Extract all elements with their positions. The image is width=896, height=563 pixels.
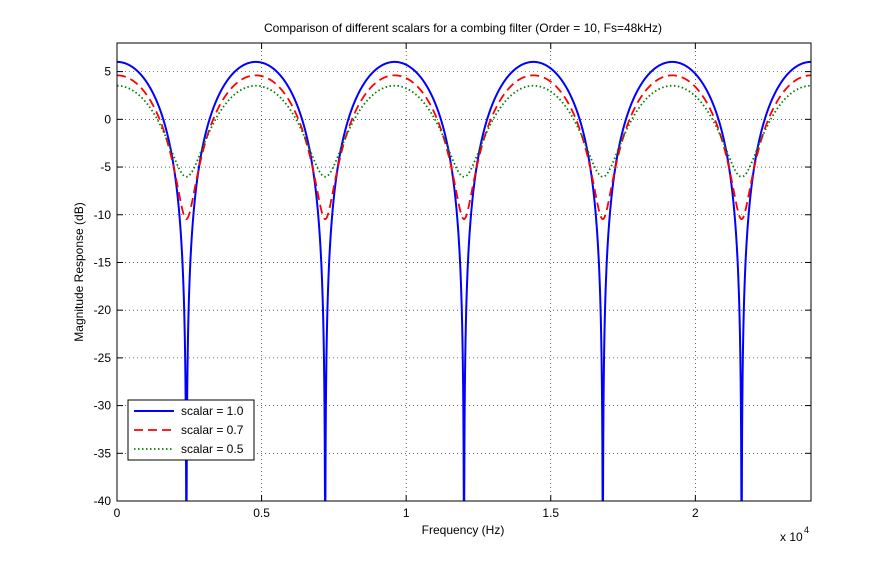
series-layer: [117, 60, 811, 501]
y-tick-label: -10: [94, 208, 112, 222]
y-tick-label: -40: [94, 494, 112, 508]
plot-frame: [116, 42, 812, 502]
chart-title: Comparison of different scalars for a co…: [264, 21, 662, 35]
x-tick-label: 1: [403, 506, 410, 520]
series-line-1: [117, 60, 811, 501]
legend-label-2: scalar = 0.7: [181, 423, 244, 437]
y-tick-label: -30: [94, 399, 112, 413]
grid-lines: [117, 43, 811, 501]
axis-ticks: 0 0.5 1 1.5 2 5 0 -5 -10 -15 -20 -25 -30 -35 -40: [94, 43, 811, 520]
legend: scalar = 1.0 scalar = 0.7 scalar = 0.5: [127, 399, 255, 461]
series-line-3: [117, 84, 811, 178]
y-tick-label: 5: [104, 65, 111, 79]
x-tick-label: 2: [692, 506, 699, 520]
y-tick-label: -35: [94, 446, 112, 460]
x-multiplier-text: x 10: [780, 530, 803, 544]
x-tick-label: 0: [114, 506, 121, 520]
x-multiplier-exponent: 4: [804, 525, 809, 535]
x-axis-multiplier: x 10 4: [780, 525, 809, 544]
x-tick-label: 1.5: [542, 506, 559, 520]
x-tick-label: 0.5: [253, 506, 270, 520]
legend-label-1: scalar = 1.0: [181, 404, 244, 418]
plot-area: 0 0.5 1 1.5 2 5 0 -5 -10 -15 -20 -25 -30 -35 -40: [94, 42, 812, 520]
series-line-2: [117, 74, 811, 221]
legend-label-3: scalar = 0.5: [181, 442, 244, 456]
y-tick-label: -15: [94, 255, 112, 269]
y-tick-label: -5: [100, 160, 111, 174]
y-tick-label: -20: [94, 303, 112, 317]
x-axis-label: Frequency (Hz): [422, 523, 505, 537]
y-tick-label: -25: [94, 351, 112, 365]
y-axis-label: Magnitude Response (dB): [72, 202, 86, 341]
y-tick-label: 0: [104, 112, 111, 126]
